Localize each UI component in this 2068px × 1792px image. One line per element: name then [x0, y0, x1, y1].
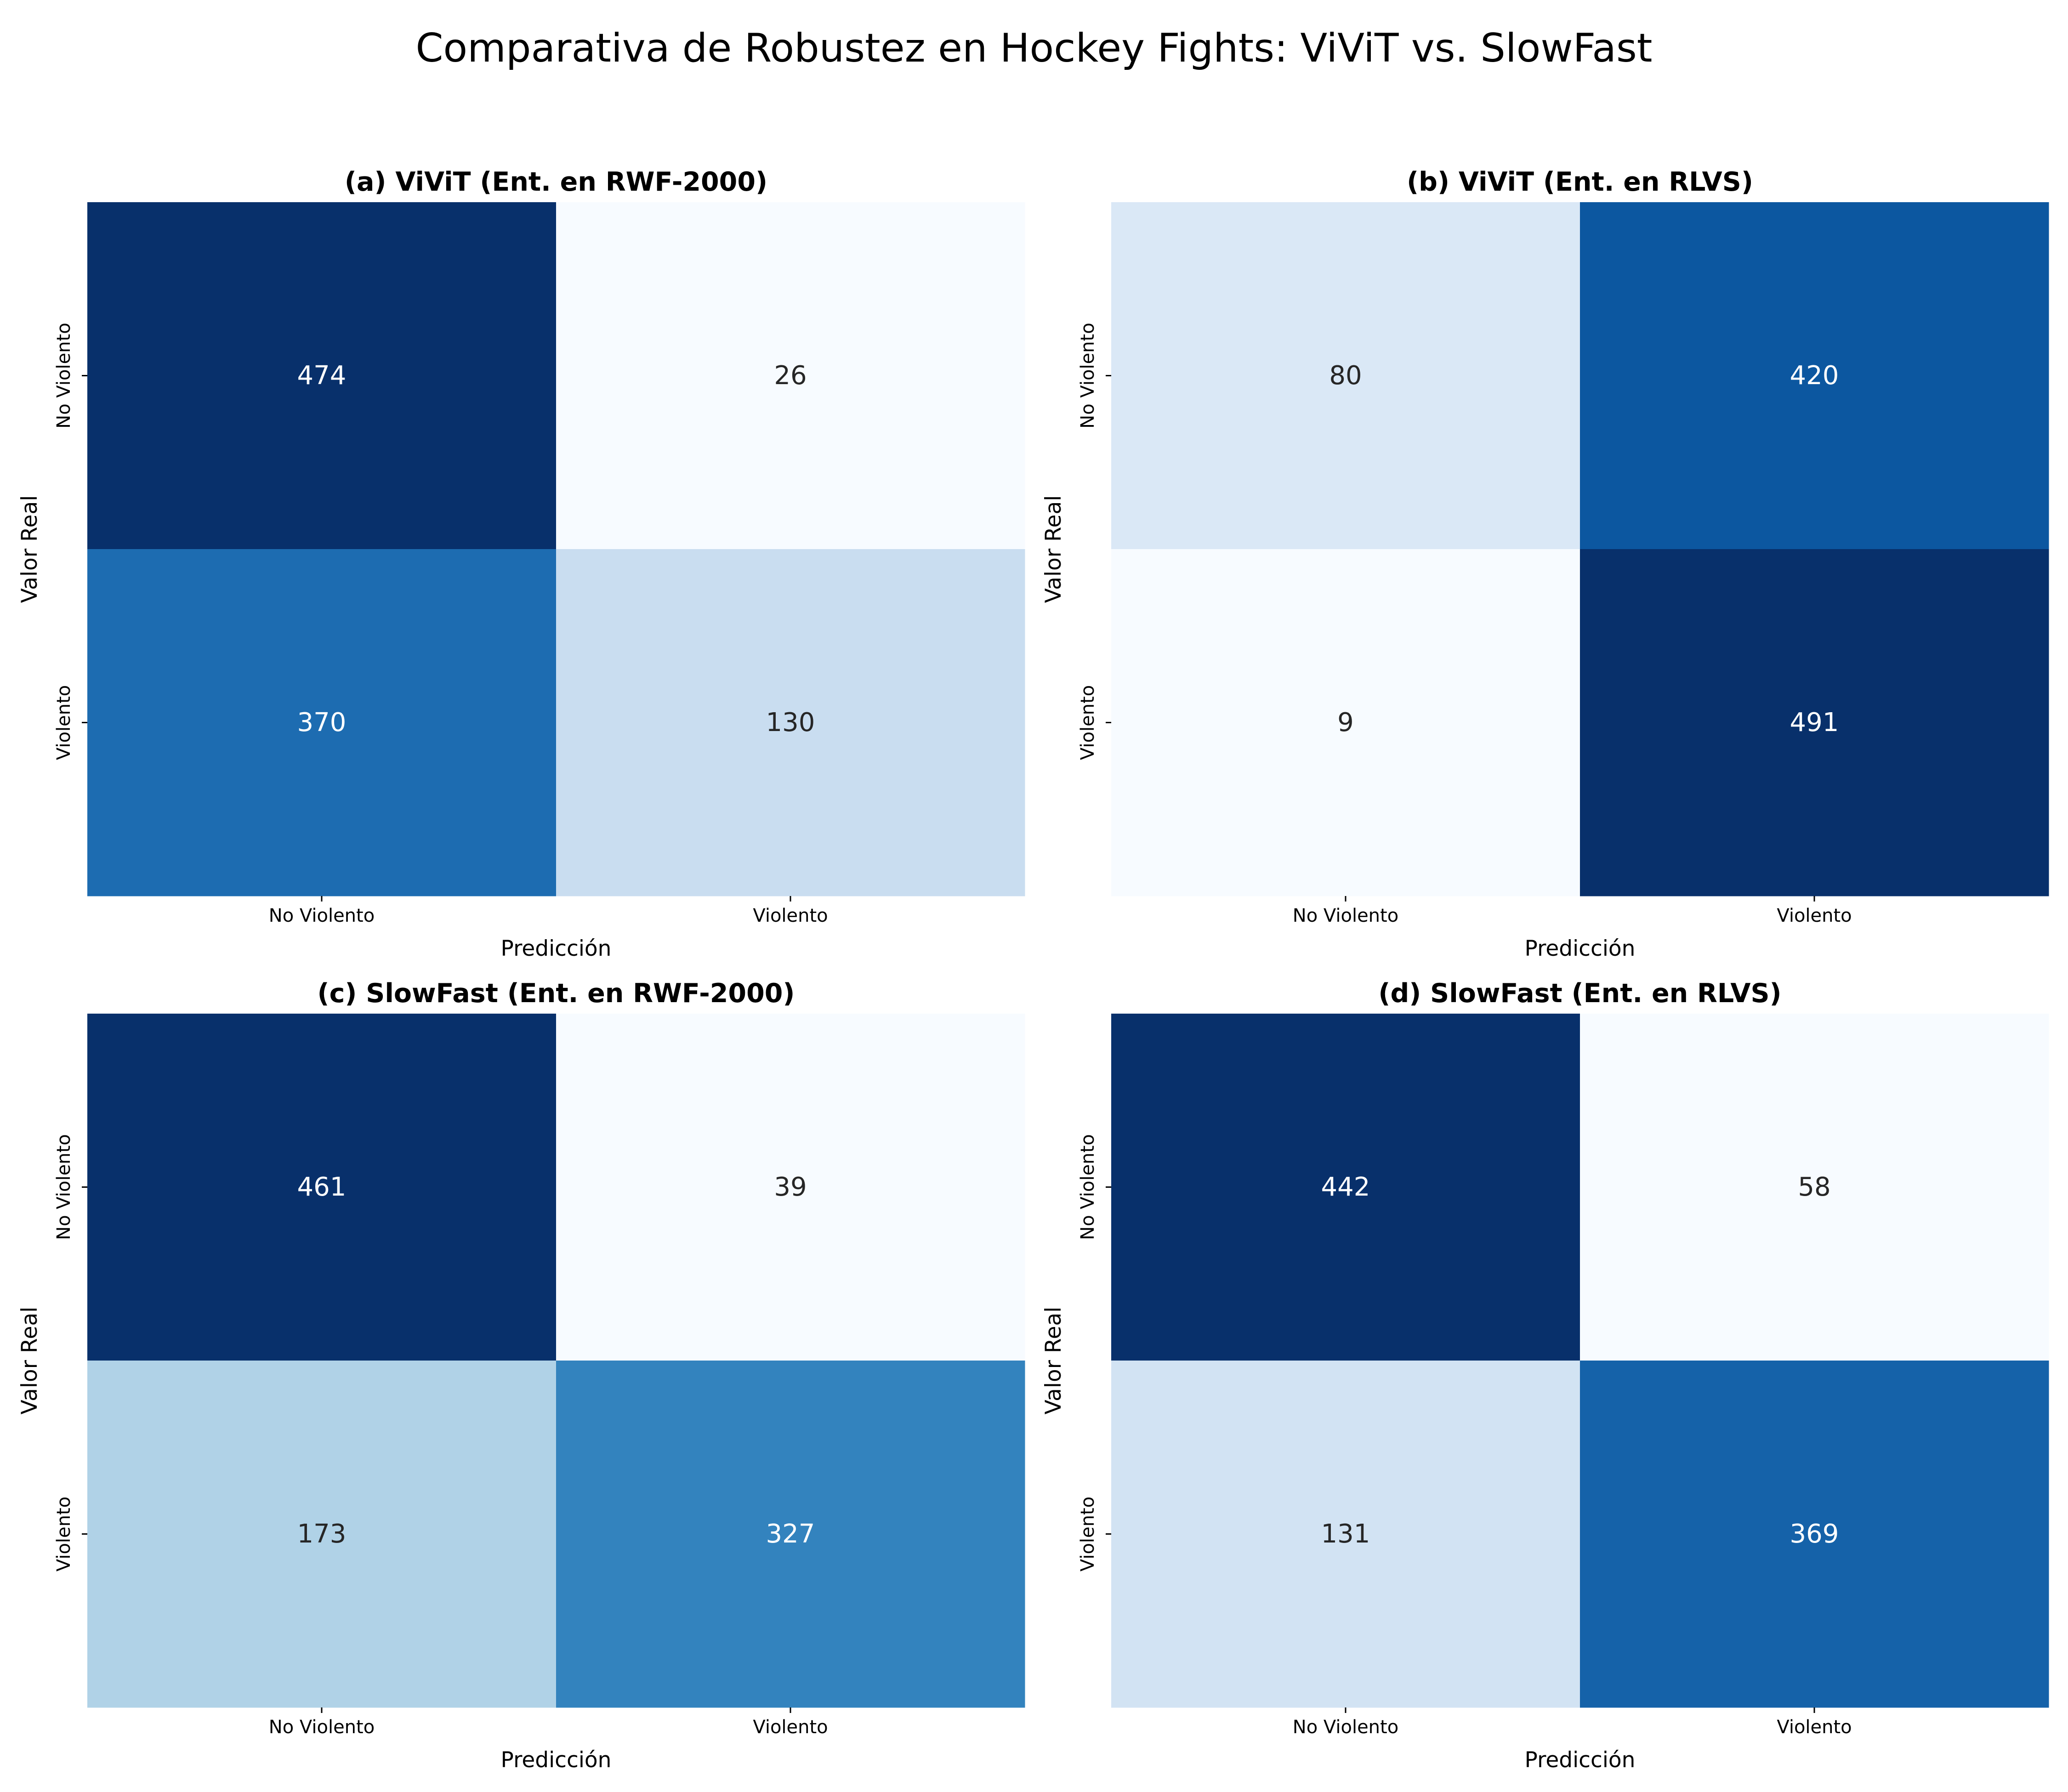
cell-value-label: 58 [1798, 1172, 1830, 1202]
panel-title: (c) SlowFast (Ent. en RWF-2000) [318, 978, 795, 1009]
heatmap-panel-b: 80 420 9 491 (b) ViViT (Ent. en RLVS) No Viol… [1041, 167, 2049, 961]
heatmap-cell [1580, 1014, 2049, 1361]
heatmap-cell [556, 1361, 1025, 1708]
cell-value-label: 39 [774, 1172, 807, 1202]
cell-value-label: 130 [766, 708, 815, 737]
cell-value-label: 9 [1337, 708, 1354, 737]
cell-value-label: 461 [297, 1172, 347, 1202]
cell-value-label: 370 [297, 708, 347, 737]
y-axis-label: Valor Real [17, 495, 42, 603]
heatmap-cell [556, 1014, 1025, 1361]
cell-value-label: 131 [1321, 1519, 1370, 1549]
heatmap-cell [556, 549, 1025, 896]
x-tick-label: Violento [753, 905, 828, 926]
cell-value-label: 442 [1321, 1172, 1370, 1202]
x-axis-label: Predicción [1525, 936, 1636, 961]
y-tick-label: No Violento [53, 323, 74, 428]
cell-value-label: 369 [1790, 1519, 1839, 1549]
heatmap-cell [87, 549, 557, 896]
cell-value-label: 80 [1329, 361, 1362, 391]
panel-title: (a) ViViT (Ent. en RWF-2000) [345, 167, 767, 197]
cell-value-label: 474 [297, 361, 347, 391]
heatmap-cell [1111, 1361, 1580, 1708]
y-tick-label: No Violento [1077, 1134, 1098, 1240]
cell-value-label: 327 [766, 1519, 815, 1549]
x-tick-label: No Violento [1293, 1717, 1398, 1738]
heatmap-panel-d: 442 58 131 369 (d) SlowFast (Ent. en RLVS) No… [1041, 978, 2049, 1773]
heatmap-panel-a: 474 26 370 130 (a) ViViT (Ent. en RWF-2000) N… [17, 167, 1025, 961]
heatmap-cell [87, 202, 557, 550]
heatmap-cell [1111, 1014, 1580, 1361]
x-axis-label: Predicción [1525, 1747, 1636, 1773]
panel-title: (d) SlowFast (Ent. en RLVS) [1378, 978, 1781, 1009]
heatmap-cell [1111, 549, 1580, 896]
heatmap-cell [1580, 549, 2049, 896]
x-tick-label: Violento [1777, 1717, 1852, 1738]
figure-title: Comparativa de Robustez en Hockey Fights… [415, 25, 1653, 71]
y-axis-label: Valor Real [1041, 1307, 1066, 1415]
x-axis-label: Predicción [501, 1747, 612, 1773]
y-tick-label: Violento [1077, 1497, 1098, 1571]
heatmap-cell [1580, 202, 2049, 550]
panel-title: (b) ViViT (Ent. en RLVS) [1407, 167, 1753, 197]
y-axis-label: Valor Real [17, 1307, 42, 1415]
cell-value-label: 26 [774, 361, 807, 391]
x-tick-label: Violento [753, 1717, 828, 1738]
cell-value-label: 420 [1790, 361, 1839, 391]
heatmap-panel-c: 461 39 173 327 (c) SlowFast (Ent. en RWF-200… [17, 978, 1025, 1773]
cell-value-label: 491 [1790, 708, 1839, 737]
y-tick-label: No Violento [53, 1134, 74, 1240]
y-axis-label: Valor Real [1041, 495, 1066, 603]
heatmap-cell [87, 1014, 557, 1361]
x-tick-label: No Violento [1293, 905, 1398, 926]
x-axis-label: Predicción [501, 936, 612, 961]
heatmap-cell [87, 1361, 557, 1708]
x-tick-label: No Violento [269, 1717, 375, 1738]
x-tick-label: No Violento [269, 905, 375, 926]
y-tick-label: Violento [53, 1497, 74, 1571]
heatmap-cell [556, 202, 1025, 550]
x-tick-label: Violento [1777, 905, 1852, 926]
heatmap-cell [1580, 1361, 2049, 1708]
heatmap-cell [1111, 202, 1580, 550]
cell-value-label: 173 [297, 1519, 347, 1549]
y-tick-label: No Violento [1077, 323, 1098, 428]
y-tick-label: Violento [53, 685, 74, 760]
y-tick-label: Violento [1077, 685, 1098, 760]
